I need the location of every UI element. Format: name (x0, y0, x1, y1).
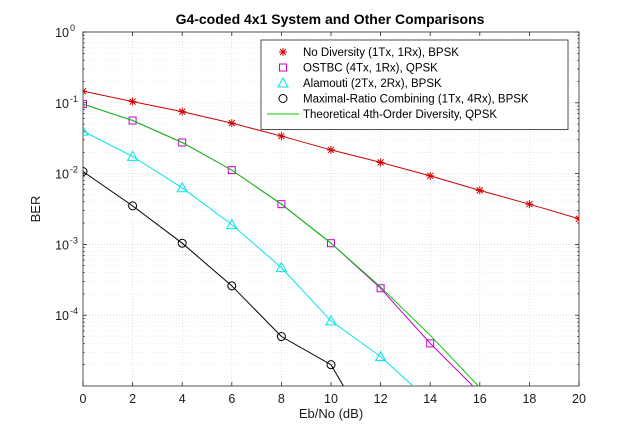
data-point (276, 332, 286, 342)
data-point (327, 239, 335, 248)
data-point (225, 218, 238, 230)
y-tick-label-base: 10 (55, 97, 69, 111)
legend-entry-label: No Diversity (1Tx, 1Rx), BPSK (303, 47, 459, 59)
data-point-stroke (476, 186, 484, 194)
data-point (176, 181, 189, 193)
legend-marker (277, 76, 289, 88)
data-point (128, 97, 137, 106)
legend-entry-label: Theoretical 4th-Order Diversity, QPSK (303, 109, 497, 121)
chart-title: G4-coded 4x1 System and Other Comparison… (176, 11, 485, 27)
data-point (227, 281, 237, 291)
data-point (376, 284, 385, 293)
data-point (83, 87, 87, 96)
data-point (325, 314, 337, 326)
data-point (327, 145, 335, 154)
data-point-stroke (228, 119, 236, 127)
data-point (277, 132, 286, 141)
x-tick-label: 12 (374, 392, 388, 406)
data-point (128, 116, 137, 125)
series-line (83, 171, 344, 386)
data-point-stroke (327, 146, 335, 154)
x-tick-label: 2 (129, 392, 136, 406)
series-0 (83, 87, 579, 223)
y-tick-label-base: 10 (55, 238, 69, 252)
y-tick-label-base: 10 (55, 309, 69, 323)
data-point (575, 214, 579, 223)
data-point (83, 125, 89, 136)
x-tick-label: 16 (473, 392, 487, 406)
y-axis-label: BER (28, 196, 43, 223)
x-tick-label: 14 (423, 392, 437, 406)
series-line (83, 103, 479, 386)
legend-entry-label: OSTBC (4Tx, 1Rx), QPSK (303, 63, 438, 75)
x-tick-label: 6 (228, 392, 235, 406)
legend-entry-label: Alamouti (2Tx, 2Rx), BPSK (303, 78, 442, 90)
data-point-stroke (83, 90, 87, 95)
data-point (177, 238, 187, 248)
series-4 (83, 103, 479, 386)
series-3 (83, 167, 344, 386)
data-point (83, 100, 87, 109)
data-point (178, 138, 187, 147)
data-point (83, 167, 88, 177)
data-point (525, 200, 534, 209)
legend-box (260, 39, 569, 130)
data-point-stroke (377, 159, 384, 166)
y-tick-label-exponent: 0 (70, 23, 75, 33)
data-point (277, 200, 286, 209)
data-point (376, 158, 385, 167)
legend-marker (279, 63, 287, 72)
data-point (374, 350, 387, 362)
y-tick-label-base: 10 (55, 26, 69, 40)
data-point (126, 150, 139, 161)
x-tick-label: 20 (572, 392, 586, 406)
x-tick-label: 18 (522, 392, 536, 406)
legend-entry-label: Maximal-Ratio Combining (1Tx, 4Rx), BPSK (303, 94, 529, 106)
data-point (275, 261, 288, 273)
y-tick-label-exponent: -3 (70, 235, 78, 245)
legend-marker-stroke (279, 48, 287, 56)
x-axis-label: Eb/No (dB) (299, 406, 363, 421)
data-point-stroke (575, 218, 579, 223)
x-tick-label: 0 (80, 392, 87, 406)
data-point-stroke (526, 200, 533, 208)
grid (83, 32, 579, 386)
y-tick-label-exponent: -1 (70, 94, 78, 104)
series-1 (83, 100, 474, 386)
data-point (227, 119, 236, 128)
data-point (426, 339, 435, 348)
data-point (178, 107, 187, 116)
series-line (83, 130, 414, 386)
legend-marker (278, 94, 288, 103)
y-tick-label-exponent: -4 (70, 306, 78, 316)
data-point (475, 186, 484, 195)
y-tick-label-exponent: -2 (70, 165, 78, 175)
data-point (128, 201, 138, 211)
data-point-stroke (129, 98, 136, 105)
data-point-stroke (178, 108, 186, 115)
data-point-stroke (278, 132, 285, 140)
data-point (227, 166, 236, 175)
data-point-stroke (575, 215, 579, 220)
data-point-stroke (426, 172, 434, 180)
data-point-stroke (83, 87, 87, 92)
x-tick-label: 4 (179, 392, 186, 406)
x-tick-label: 8 (278, 392, 285, 406)
x-tick-label: 10 (324, 392, 338, 406)
data-point (326, 360, 336, 370)
legend: No Diversity (1Tx, 1Rx), BPSK OSTBC (4Tx,… (260, 39, 569, 130)
legend-marker (279, 48, 287, 56)
y-tick-label-base: 10 (55, 168, 69, 182)
series-2 (83, 125, 414, 386)
series-layer (83, 87, 579, 386)
data-point (426, 171, 435, 180)
